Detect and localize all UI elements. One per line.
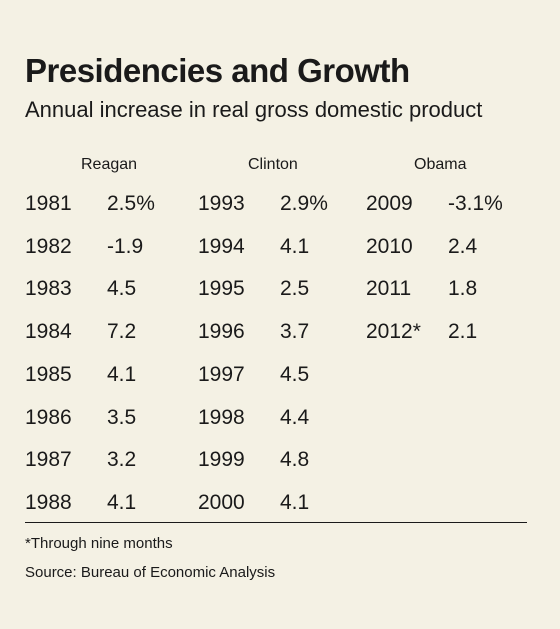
year-cell-reagan: 1982 xyxy=(25,235,72,258)
chart-title: Presidencies and Growth xyxy=(25,52,410,89)
column-header-obama: Obama xyxy=(414,156,467,173)
year-cell-clinton: 1999 xyxy=(198,448,245,471)
gdp-value-cell-clinton: 4.5 xyxy=(280,363,310,386)
year-cell-obama: 2009 xyxy=(366,192,413,215)
chart-subtitle: Annual increase in real gross domestic p… xyxy=(25,97,483,122)
year-cell-reagan: 1986 xyxy=(25,406,72,429)
year-cell-reagan: 1983 xyxy=(25,277,72,300)
gdp-value-cell-reagan: 2.5% xyxy=(107,192,155,215)
gdp-value-cell-obama: 2.4 xyxy=(448,235,478,258)
gdp-value-cell-clinton: 2.9% xyxy=(280,192,328,215)
year-cell-obama: 2011 xyxy=(366,277,412,300)
gdp-value-cell-clinton: 2.5 xyxy=(280,277,310,300)
gdp-value-cell-reagan: 4.1 xyxy=(107,491,137,514)
year-cell-reagan: 1985 xyxy=(25,363,72,386)
gdp-value-cell-obama: 1.8 xyxy=(448,277,478,300)
year-cell-clinton: 2000 xyxy=(198,491,245,514)
year-cell-clinton: 1996 xyxy=(198,320,245,343)
year-cell-clinton: 1993 xyxy=(198,192,245,215)
source-note: Source: Bureau of Economic Analysis xyxy=(25,564,276,581)
year-cell-reagan: 1981 xyxy=(25,192,72,215)
gdp-value-cell-clinton: 4.4 xyxy=(280,406,310,429)
year-cell-obama: 2012* xyxy=(366,320,421,343)
year-cell-obama: 2010 xyxy=(366,235,413,258)
gdp-value-cell-clinton: 4.1 xyxy=(280,235,310,258)
gdp-value-cell-reagan: -1.9 xyxy=(107,235,144,258)
gdp-value-cell-reagan: 3.2 xyxy=(107,448,137,471)
column-header-reagan: Reagan xyxy=(81,156,138,173)
gdp-value-cell-reagan: 4.5 xyxy=(107,277,137,300)
year-cell-clinton: 1994 xyxy=(198,235,245,258)
footnote: *Through nine months xyxy=(25,535,173,552)
gdp-value-cell-clinton: 4.8 xyxy=(280,448,310,471)
gdp-value-cell-reagan: 3.5 xyxy=(107,406,137,429)
gdp-value-cell-clinton: 4.1 xyxy=(280,491,310,514)
year-cell-clinton: 1995 xyxy=(198,277,245,300)
table-bottom-rule xyxy=(25,522,527,523)
gdp-value-cell-obama: -3.1% xyxy=(448,192,503,215)
year-cell-reagan: 1988 xyxy=(25,491,72,514)
column-header-clinton: Clinton xyxy=(248,156,298,173)
year-cell-clinton: 1997 xyxy=(198,363,245,386)
gdp-value-cell-clinton: 3.7 xyxy=(280,320,310,343)
gdp-value-cell-obama: 2.1 xyxy=(448,320,478,343)
year-cell-clinton: 1998 xyxy=(198,406,245,429)
gdp-value-cell-reagan: 7.2 xyxy=(107,320,137,343)
gdp-value-cell-reagan: 4.1 xyxy=(107,363,137,386)
year-cell-reagan: 1984 xyxy=(25,320,72,343)
year-cell-reagan: 1987 xyxy=(25,448,72,471)
